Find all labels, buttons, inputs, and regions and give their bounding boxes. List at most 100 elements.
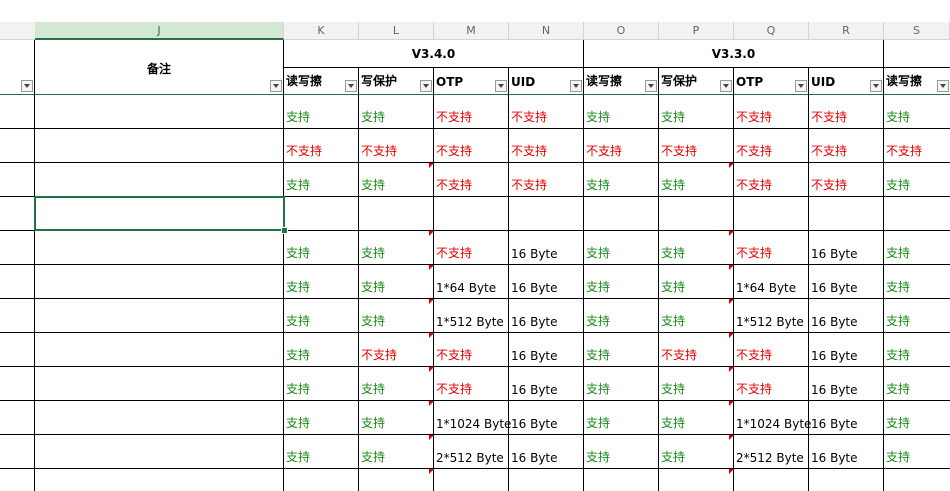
table-cell[interactable]: 支持 [284,367,359,401]
subheader-cell[interactable]: 写保护 [359,68,434,95]
remarks-cell[interactable] [35,435,284,469]
filter-dropdown-icon[interactable] [495,80,507,92]
comment-indicator-icon[interactable] [429,163,434,168]
comment-indicator-icon[interactable] [429,333,434,338]
table-cell[interactable]: 不支持 [509,129,584,163]
remarks-cell[interactable] [35,401,284,435]
comment-indicator-icon[interactable] [729,299,734,304]
table-cell[interactable]: 不支持 [359,129,434,163]
comment-indicator-icon[interactable] [429,367,434,372]
table-cell[interactable]: 支持 [359,367,434,401]
remarks-cell[interactable] [35,367,284,401]
filter-dropdown-icon[interactable] [795,80,807,92]
remarks-cell[interactable] [35,95,284,129]
table-cell[interactable] [729,469,809,491]
table-cell[interactable]: 16 Byte [809,299,884,333]
table-cell[interactable]: 不支持 [734,129,809,163]
comment-indicator-icon[interactable] [429,231,434,236]
table-cell[interactable]: 支持 [659,435,734,469]
table-cell[interactable]: 不支持 [729,367,809,401]
table-cell[interactable] [884,197,950,231]
table-cell[interactable] [734,197,809,231]
table-cell[interactable]: 支持 [884,401,950,435]
table-cell[interactable]: 不支持 [659,129,734,163]
table-cell[interactable] [0,333,35,367]
table-cell[interactable] [0,435,35,469]
table-cell[interactable]: 支持 [359,299,434,333]
table-cell[interactable]: 不支持 [429,231,509,265]
table-cell[interactable]: 支持 [884,299,950,333]
table-cell[interactable]: 支持 [884,367,950,401]
subheader-cell[interactable]: 读写擦 [884,68,950,95]
header-group-next[interactable] [884,40,950,68]
table-cell[interactable]: 不支持 [809,129,884,163]
table-cell[interactable]: 支持 [884,95,950,129]
column-header-L[interactable]: L [359,22,434,40]
table-cell[interactable]: 16 Byte [809,367,884,401]
table-cell[interactable]: 支持 [584,231,659,265]
table-cell[interactable]: 16 Byte [809,435,884,469]
table-cell[interactable]: 不支持 [429,367,509,401]
table-cell[interactable]: 不支持 [509,95,584,129]
table-cell[interactable] [0,197,35,231]
subheader-cell[interactable]: 读写擦 [284,68,359,95]
column-header-J[interactable]: J [35,22,284,40]
header-group-v330[interactable]: V3.3.0 [584,40,884,68]
table-cell[interactable]: 支持 [584,367,659,401]
table-cell[interactable]: 1*512 Byte [429,299,509,333]
remarks-cell[interactable] [35,163,284,197]
table-cell[interactable]: 支持 [284,95,359,129]
table-cell[interactable]: 不支持 [884,129,950,163]
table-cell[interactable]: 支持 [584,163,659,197]
table-cell[interactable]: 支持 [584,299,659,333]
remarks-cell[interactable] [35,129,284,163]
comment-indicator-icon[interactable] [729,163,734,168]
subheader-cell[interactable]: OTP [434,68,509,95]
table-cell[interactable]: 支持 [884,435,950,469]
table-cell[interactable]: 支持 [359,231,434,265]
table-cell[interactable]: 1*64 Byte [729,265,809,299]
column-header-I[interactable] [0,22,35,40]
table-cell[interactable]: 支持 [884,333,950,367]
comment-indicator-icon[interactable] [429,469,434,474]
filter-dropdown-icon[interactable] [720,80,732,92]
table-cell[interactable]: 不支持 [809,95,884,129]
table-cell[interactable]: 不支持 [429,163,509,197]
table-cell[interactable] [659,197,734,231]
filter-dropdown-icon[interactable] [270,80,282,92]
header-remarks-cell[interactable]: 备注 [35,40,284,95]
fill-handle[interactable] [281,227,288,234]
filter-dropdown-icon[interactable] [420,80,432,92]
table-cell[interactable]: 1*1024 Byte [729,401,811,435]
table-cell[interactable] [0,163,35,197]
table-cell[interactable] [284,469,359,491]
comment-indicator-icon[interactable] [729,265,734,270]
table-cell[interactable] [0,299,35,333]
table-cell[interactable]: 不支持 [434,129,509,163]
table-cell[interactable]: 不支持 [584,129,659,163]
table-cell[interactable] [359,469,434,491]
table-cell[interactable]: 16 Byte [509,401,584,435]
column-header-Q[interactable]: Q [734,22,809,40]
table-cell[interactable]: 支持 [659,401,734,435]
table-cell[interactable] [659,469,734,491]
table-cell[interactable]: 不支持 [434,95,509,129]
comment-indicator-icon[interactable] [729,435,734,440]
table-cell[interactable]: 16 Byte [509,333,584,367]
filter-dropdown-icon[interactable] [570,80,582,92]
table-cell[interactable]: 16 Byte [509,265,584,299]
table-cell[interactable]: 支持 [659,163,734,197]
table-cell[interactable]: 支持 [284,435,359,469]
table-cell[interactable]: 支持 [659,95,734,129]
table-cell[interactable]: 支持 [284,163,359,197]
table-cell[interactable]: 支持 [584,333,659,367]
table-cell[interactable]: 1*512 Byte [729,299,809,333]
table-cell[interactable]: 不支持 [734,95,809,129]
table-cell[interactable]: 支持 [884,265,950,299]
column-header-P[interactable]: P [659,22,734,40]
header-group-v340[interactable]: V3.4.0 [284,40,584,68]
table-cell[interactable]: 不支持 [359,333,434,367]
table-cell[interactable]: 支持 [359,163,434,197]
filter-dropdown-icon[interactable] [21,80,33,92]
remarks-cell[interactable] [35,265,284,299]
